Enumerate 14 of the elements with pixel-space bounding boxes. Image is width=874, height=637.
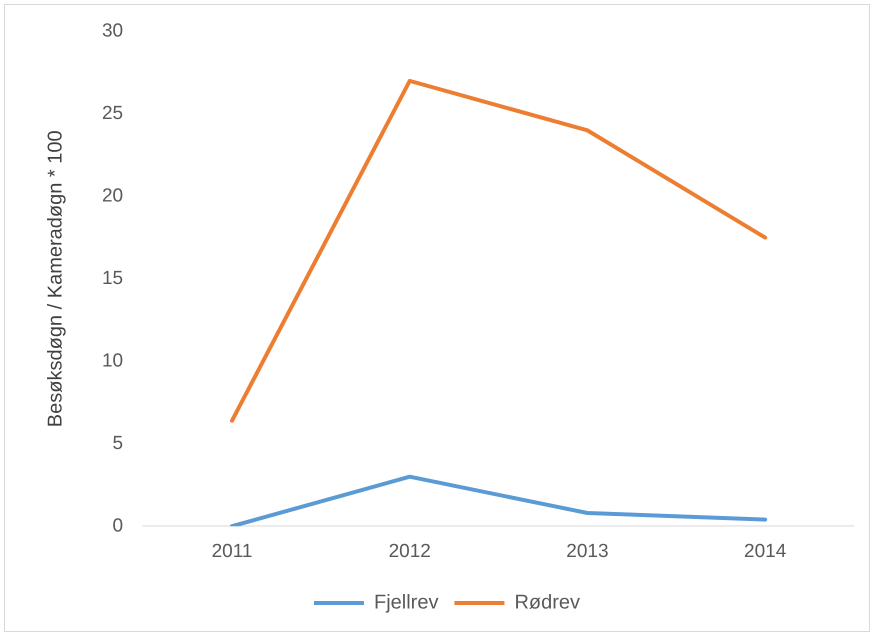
x-tick-label: 2011 [212, 540, 252, 562]
legend-label: Rødrev [514, 592, 580, 614]
x-tick-label: 2012 [388, 540, 431, 562]
x-tick-label: 2014 [744, 540, 787, 562]
x-tick-label: 2013 [566, 540, 609, 562]
y-tick-label: 5 [112, 432, 124, 454]
y-tick-label: 15 [102, 268, 124, 290]
y-tick-label: 20 [102, 186, 124, 207]
y-tick-label: 30 [102, 20, 124, 42]
y-tick-label: 10 [102, 350, 124, 372]
y-tick-label: 25 [102, 103, 124, 124]
legend-label: Fjellrev [374, 592, 438, 614]
y-tick-label: 0 [112, 515, 124, 536]
y-axis-title: Besøksdøgn / Kameradøgn * 100 [44, 130, 67, 428]
